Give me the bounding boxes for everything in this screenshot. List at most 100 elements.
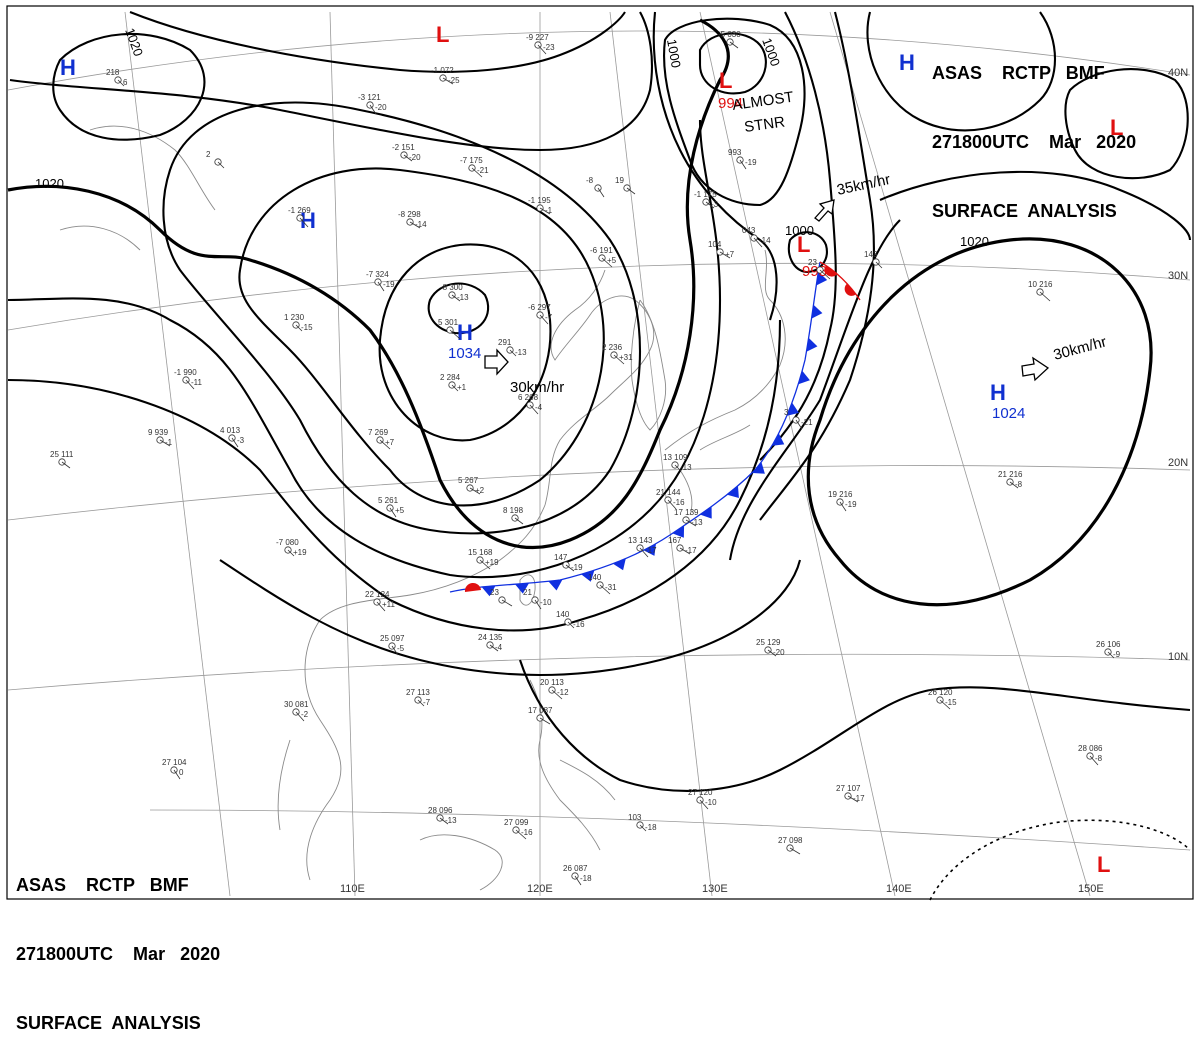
station-tendency: -18 bbox=[645, 823, 657, 832]
station-tendency: -4 bbox=[535, 403, 543, 412]
coast-borneo bbox=[419, 834, 503, 891]
wind-barb bbox=[534, 599, 542, 610]
station-plot: -5 030 bbox=[718, 30, 741, 49]
wind-barb bbox=[597, 187, 605, 198]
station-temp-pressure: 5 261 bbox=[378, 496, 399, 505]
station-temp-pressure: -5 030 bbox=[718, 30, 741, 39]
station-plot: 19 216-19 bbox=[828, 490, 857, 512]
station-temp-pressure: 5 301 bbox=[438, 318, 459, 327]
isobar-label-1020-b: 1020 bbox=[35, 176, 64, 191]
station-temp-pressure: 27 099 bbox=[504, 818, 529, 827]
station-tendency: -19 bbox=[571, 563, 583, 572]
movement-speed-pacific-high: 30km/hr bbox=[1052, 333, 1109, 363]
wind-barb bbox=[439, 817, 449, 825]
station-tendency: -20 bbox=[375, 103, 387, 112]
station-plot: 26 087-18 bbox=[563, 864, 592, 886]
cold-front-triangle bbox=[548, 579, 563, 591]
lon-label-110e: 110E bbox=[340, 883, 365, 895]
station-plot: 24 135-4 bbox=[478, 633, 503, 652]
station-tendency: -3 bbox=[711, 200, 719, 209]
station-temp-pressure: 8 198 bbox=[503, 506, 524, 515]
isobar-north-top bbox=[129, 11, 626, 73]
wind-barb bbox=[819, 269, 831, 280]
cold-front-triangle bbox=[772, 433, 785, 446]
station-temp-pressure: 28 086 bbox=[1078, 744, 1103, 753]
lat-label-20n: 20N bbox=[1168, 457, 1188, 469]
station-plot: -1 269 bbox=[288, 206, 311, 228]
station-temp-pressure: 15 168 bbox=[468, 548, 493, 557]
station-temp-pressure: 24 135 bbox=[478, 633, 503, 642]
station-temp-pressure: 5 267 bbox=[458, 476, 479, 485]
station-plot: 17 139-13 bbox=[674, 508, 703, 527]
wind-barb bbox=[471, 167, 483, 178]
station-tendency: -10 bbox=[540, 598, 552, 607]
station-temp-pressure: 17 139 bbox=[674, 508, 699, 517]
station-plot: 23 bbox=[808, 258, 831, 280]
surface-analysis-map: 40N 30N 20N 10N 110E 120E 130E 140E 150E bbox=[6, 5, 1194, 901]
station-tendency: +1 bbox=[457, 383, 467, 392]
station-temp-pressure: 25 111 bbox=[50, 450, 74, 459]
wind-barb bbox=[417, 699, 425, 707]
wind-barb bbox=[539, 314, 549, 325]
cold-front-triangles bbox=[481, 271, 828, 597]
wind-barb bbox=[699, 799, 709, 810]
station-tendency: -13 bbox=[445, 816, 457, 825]
isobar-label-1000-b: 1000 bbox=[759, 36, 783, 68]
station-tendency: -7 bbox=[423, 698, 431, 707]
station-tendency: +7 bbox=[385, 438, 395, 447]
station-temp-pressure: 25 097 bbox=[380, 634, 405, 643]
station-temp-pressure: 104 bbox=[708, 240, 722, 249]
lon-label-140e: 140E bbox=[886, 883, 912, 895]
wind-barb bbox=[674, 464, 682, 472]
lat-label-40n: 40N bbox=[1168, 67, 1188, 79]
wind-barb bbox=[377, 281, 385, 292]
isobar-1020-ring-north bbox=[52, 33, 206, 141]
station-temp-pressure: 23 bbox=[490, 588, 499, 597]
wind-barb bbox=[379, 439, 391, 450]
cold-front-triangle bbox=[798, 370, 810, 385]
title-line-3: SURFACE ANALYSIS bbox=[16, 1013, 201, 1033]
pressure-centers: H H H 1034 H H 1024 L L 994 L 998 L L bbox=[60, 22, 1123, 877]
station-plot: 104+7 bbox=[708, 240, 735, 259]
title-line-1: ASAS RCTP BMF bbox=[16, 875, 189, 895]
station-tendency: -1 bbox=[545, 206, 553, 215]
station-plot: 25 129-20 bbox=[756, 638, 785, 657]
isobar-siberian-high-inner-3 bbox=[238, 167, 605, 507]
station-temp-pressure: 10 216 bbox=[1028, 280, 1053, 289]
station-plot: 26 120-15 bbox=[928, 688, 957, 710]
high-center-west: H bbox=[300, 208, 316, 233]
wind-barb bbox=[753, 237, 763, 248]
coast-philippines bbox=[529, 679, 616, 851]
wind-barb bbox=[173, 769, 181, 780]
movement-arrow-siberian-high bbox=[484, 348, 509, 376]
station-plot: -1 072-25 bbox=[431, 66, 460, 85]
station-temp-pressure: 13 109 bbox=[663, 453, 688, 462]
station-tendency: +7 bbox=[725, 250, 735, 259]
lon-label-130e: 130E bbox=[702, 883, 728, 895]
station-plot: 5 261+5 bbox=[378, 496, 405, 518]
wind-barb bbox=[509, 349, 517, 357]
station-plot: 147-19 bbox=[554, 553, 583, 572]
station-plot: 13 109-13 bbox=[663, 453, 692, 472]
cold-front-triangle bbox=[700, 506, 712, 519]
title-block-bottom-left: ASAS RCTP BMF 271800UTC Mar 2020 SURFACE… bbox=[16, 828, 220, 1058]
warm-front-semicircles bbox=[824, 265, 857, 296]
station-plot: 3 -21 bbox=[784, 408, 813, 430]
station-plot: 6 268-4 bbox=[518, 393, 543, 415]
tropical-disturbance-outline bbox=[929, 819, 1191, 901]
fronts bbox=[449, 261, 861, 597]
wind-barb bbox=[719, 251, 731, 259]
low-center-okhotsk: L bbox=[719, 68, 732, 93]
cold-front-triangle bbox=[752, 462, 765, 474]
station-temp-pressure: 19 bbox=[615, 176, 624, 185]
station-plot: 15 168+19 bbox=[468, 548, 499, 570]
station-tendency: +11 bbox=[382, 600, 396, 609]
station-tendency: -19 bbox=[845, 500, 857, 509]
station-plot: 27 107-17 bbox=[836, 784, 865, 803]
station-temp-pressure: 27 113 bbox=[406, 688, 430, 697]
longitude-line-150e bbox=[829, 11, 1091, 897]
title-line-2: 271800UTC Mar 2020 bbox=[932, 132, 1137, 152]
wind-barb bbox=[299, 217, 309, 228]
wind-barb bbox=[739, 159, 747, 170]
wind-barb bbox=[449, 329, 461, 340]
